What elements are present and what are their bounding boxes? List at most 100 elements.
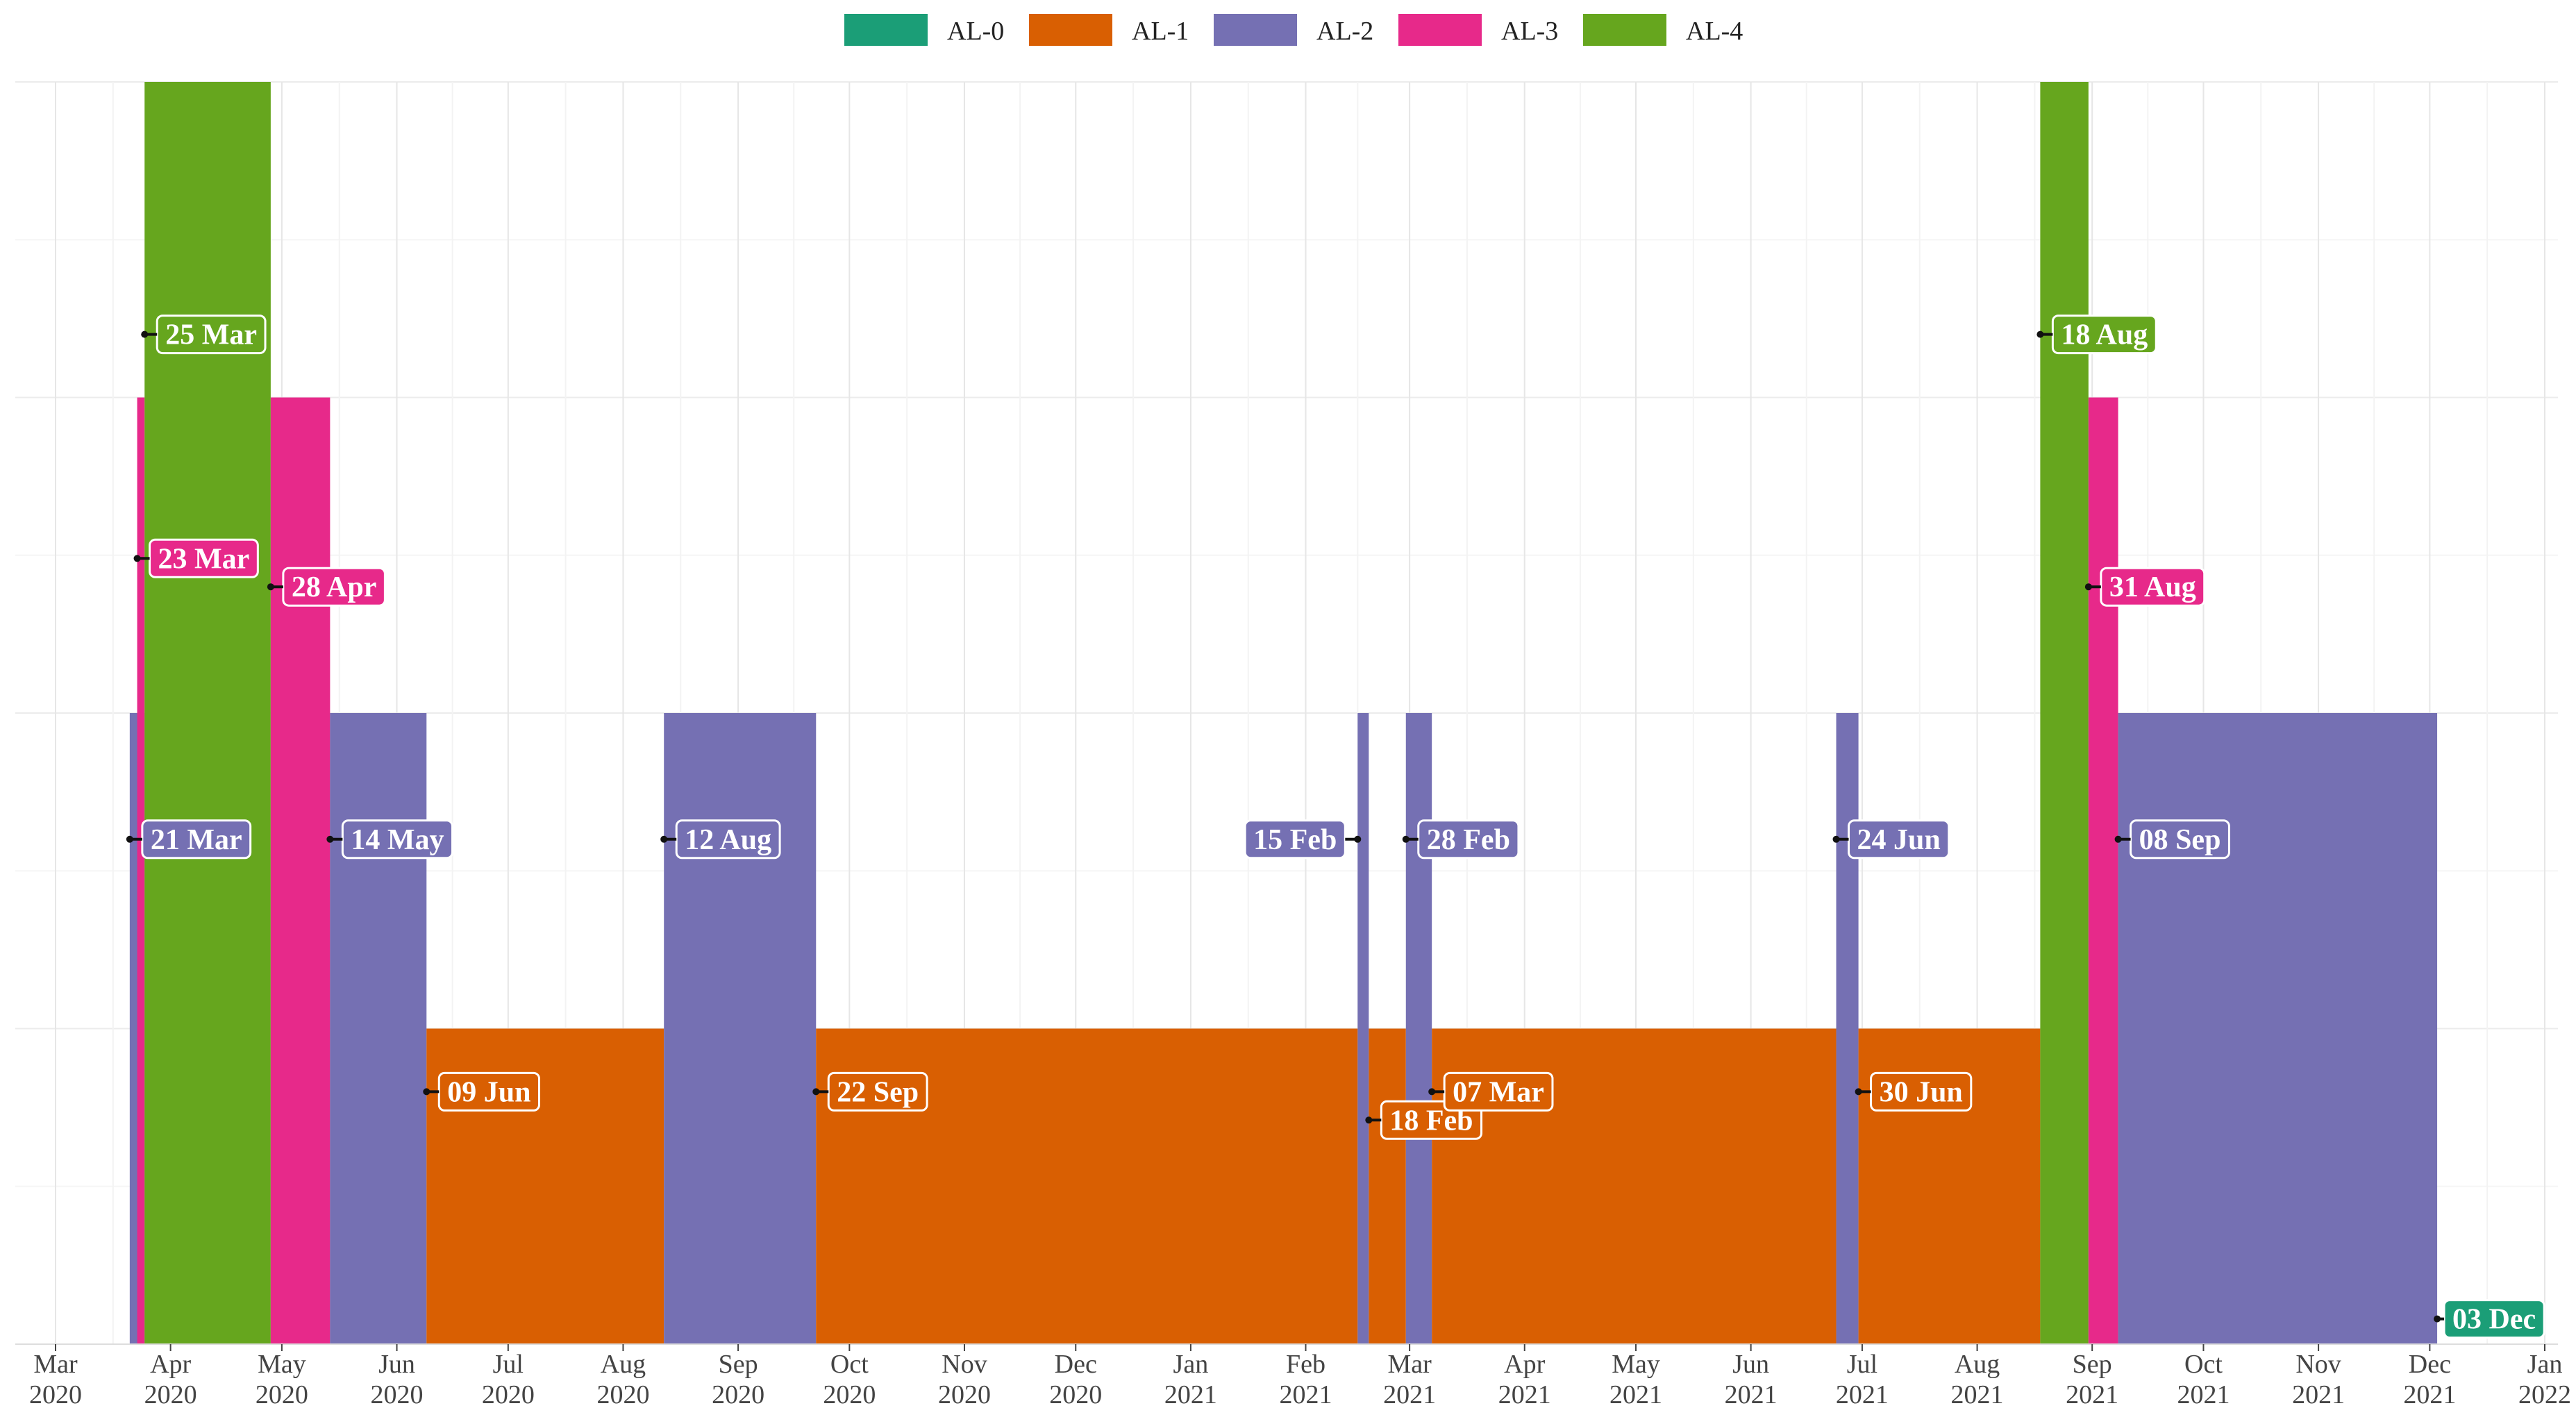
bar-al-3-23-mar [137,397,145,1344]
data-label-03-dec: 03 Dec [2434,1299,2545,1339]
bar-al-2-08-sep [2118,713,2438,1344]
svg-text:15 Feb: 15 Feb [1253,824,1337,856]
label-anchor [267,583,274,591]
svg-text:09 Jun: 09 Jun [447,1076,530,1108]
svg-text:31 Aug: 31 Aug [2109,571,2196,603]
legend-label: AL-0 [947,17,1004,46]
data-label-30-jun: 30 Jun [1855,1071,1973,1112]
data-label-28-apr: 28 Apr [267,567,386,607]
data-label-31-aug: 31 Aug [2084,567,2206,607]
label-anchor [326,835,334,843]
x-tick-label: May 2021 [1609,1350,1662,1409]
legend-swatch [844,14,928,46]
label-anchor [133,555,141,562]
x-tick-label: Aug 2020 [596,1350,649,1409]
label-anchor [1855,1088,1862,1096]
svg-text:24 Jun: 24 Jun [1857,824,1941,856]
svg-text:22 Sep: 22 Sep [837,1076,919,1108]
legend-label: AL-3 [1501,17,1558,46]
data-label-08-sep: 08 Sep [2114,819,2230,860]
data-label-09-jun: 09 Jun [423,1071,540,1112]
bar-al-4-18-aug [2040,82,2089,1344]
x-tick-label: Mar 2020 [29,1350,82,1409]
x-tick-label: Apr 2021 [1498,1350,1551,1409]
x-tick-label: Apr 2020 [144,1350,197,1409]
bars [129,82,2438,1344]
label-anchor [2036,330,2044,338]
svg-text:14 May: 14 May [351,824,444,856]
x-tick-label: Nov 2021 [2292,1350,2345,1409]
x-tick-label: Jun 2021 [1725,1350,1778,1409]
legend-item-al-0: AL-0 [844,14,1004,46]
bar-al-2-28-feb [1405,713,1432,1344]
label-anchor [1365,1116,1373,1124]
label-anchor [812,1088,820,1096]
x-tick-label: Oct 2021 [2177,1350,2230,1409]
x-tick-label: Oct 2020 [823,1350,876,1409]
svg-text:28 Apr: 28 Apr [292,571,377,603]
legend-item-al-4: AL-4 [1583,14,1743,46]
legend-label: AL-4 [1686,17,1743,46]
label-anchor [141,330,149,338]
bar-al-4-25-mar [144,82,271,1344]
svg-text:12 Aug: 12 Aug [685,824,771,856]
x-tick-label: Sep 2021 [2066,1350,2118,1409]
x-tick-label: Jan 2021 [1164,1350,1217,1409]
x-tick-label: Jan 2022 [2518,1350,2571,1409]
x-tick-label: Feb 2021 [1280,1350,1332,1409]
svg-text:21 Mar: 21 Mar [151,824,242,856]
x-tick-label: May 2020 [256,1350,308,1409]
legend-item-al-2: AL-2 [1214,14,1373,46]
bar-al-3-31-aug [2088,397,2118,1344]
x-tick-label: Dec 2020 [1049,1350,1102,1409]
bar-al-1-18-feb [1369,1028,1406,1344]
x-tick-label: Mar 2021 [1383,1350,1436,1409]
label-anchor [1832,835,1840,843]
svg-text:25 Mar: 25 Mar [165,319,257,351]
data-label-14-may: 14 May [326,819,454,860]
label-anchor [660,835,668,843]
svg-text:28 Feb: 28 Feb [1427,824,1510,856]
data-labels: 21 Mar 23 Mar 25 Mar 28 Apr 14 May 09 Jun 12 A… [126,315,2545,1339]
legend-swatch [1398,14,1482,46]
data-label-23-mar: 23 Mar [133,538,259,578]
label-anchor [2434,1315,2441,1323]
data-label-07-mar: 07 Mar [1428,1071,1554,1112]
svg-text:07 Mar: 07 Mar [1453,1076,1544,1108]
x-tick-label: Sep 2020 [712,1350,764,1409]
bar-al-3-28-apr [270,397,331,1344]
label-anchor [1354,835,1362,843]
legend-label: AL-1 [1132,17,1189,46]
legend-swatch [1214,14,1297,46]
data-label-21-mar: 21 Mar [126,819,252,860]
legend-label: AL-2 [1316,17,1373,46]
data-label-15-feb: 15 Feb [1244,819,1362,860]
data-label-28-feb: 28 Feb [1402,819,1520,860]
legend: AL-0 AL-1 AL-2 AL-3 AL-4 [844,14,1743,46]
svg-text:03 Dec: 03 Dec [2452,1304,2536,1336]
x-tick-label: Jul 2020 [482,1350,535,1409]
x-axis: Mar 2020 Apr 2020 May 2020 Jun 2020 Jul 2020 Aug 20… [15,1343,2571,1409]
label-anchor [2114,835,2122,843]
bar-al-2-12-aug [664,713,817,1344]
x-tick-label: Jul 2021 [1836,1350,1889,1409]
svg-text:18 Aug: 18 Aug [2061,319,2148,351]
label-anchor [1428,1088,1436,1096]
label-anchor [1402,835,1410,843]
data-label-24-jun: 24 Jun [1832,819,1950,860]
data-label-12-aug: 12 Aug [660,819,781,860]
data-label-18-aug: 18 Aug [2036,315,2157,355]
x-tick-label: Nov 2020 [938,1350,991,1409]
svg-text:30 Jun: 30 Jun [1880,1076,1963,1108]
x-tick-label: Aug 2021 [1951,1350,2004,1409]
x-tick-label: Dec 2021 [2403,1350,2456,1409]
legend-item-al-1: AL-1 [1029,14,1189,46]
svg-text:23 Mar: 23 Mar [158,543,250,575]
x-tick-label: Jun 2020 [371,1350,424,1409]
legend-item-al-3: AL-3 [1398,14,1558,46]
data-label-25-mar: 25 Mar [141,315,267,355]
data-label-22-sep: 22 Sep [812,1071,928,1112]
label-anchor [126,835,133,843]
label-anchor [2084,583,2092,591]
